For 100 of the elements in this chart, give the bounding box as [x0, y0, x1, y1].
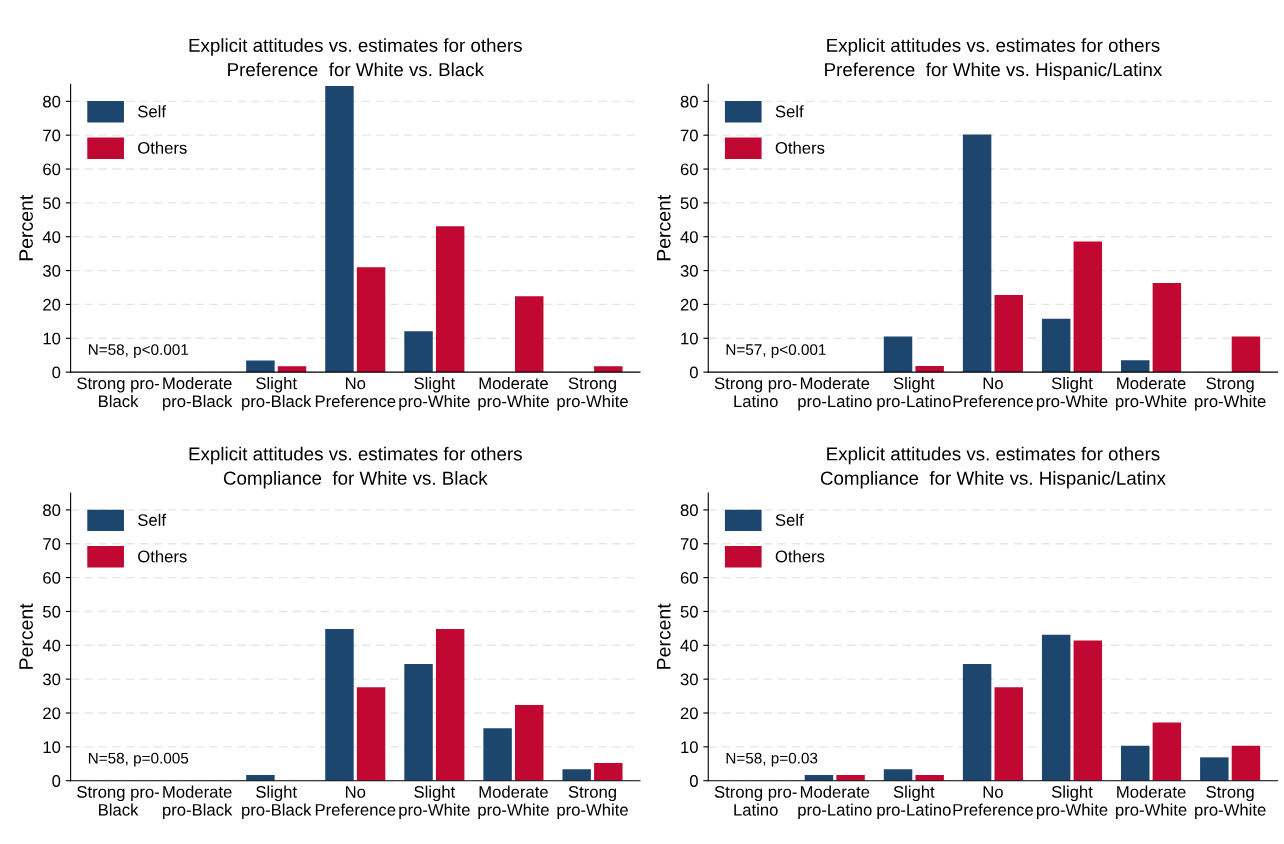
x-tick-label: Slight pro-Black	[242, 785, 312, 820]
annotation: N=58, p=0.03	[726, 752, 818, 767]
x-tick-label: Strong pro-White	[1195, 786, 1266, 820]
bar	[1121, 360, 1150, 373]
y-tick-label: 0	[689, 775, 698, 787]
bar	[325, 629, 354, 781]
bar	[994, 294, 1023, 373]
y-tick-label: 20	[43, 707, 61, 720]
x-tick-label: No Preference	[315, 377, 396, 408]
y-tick-label: 40	[680, 639, 698, 652]
chart-subtitle: Compliance for White vs. Hispanic/Latinx	[820, 471, 1166, 489]
chart-title: Explicit attitudes vs. estimates for others	[827, 446, 1160, 465]
y-tick-label: 20	[680, 707, 698, 720]
bar	[1200, 757, 1229, 781]
x-tick-label: Slight pro-White	[1036, 785, 1108, 820]
bar	[435, 629, 465, 781]
x-tick-label: Moderate pro-White	[478, 376, 549, 411]
x-tick-label: Moderate pro-White	[1116, 376, 1187, 411]
x-tick-label: Moderate pro-White	[478, 785, 549, 820]
y-tick-label: 80	[680, 95, 698, 108]
bar	[562, 769, 591, 781]
y-tick-label: 50	[680, 197, 698, 210]
x-tick-label: Moderate pro-Latino	[798, 785, 872, 820]
x-tick-label: Strong pro- Black	[77, 786, 160, 816]
bar	[325, 86, 354, 373]
bar	[404, 663, 433, 781]
y-tick-label: 60	[43, 163, 61, 176]
y-tick-label: 10	[681, 741, 698, 754]
y-tick-label: 10	[43, 332, 61, 345]
bar	[1152, 722, 1182, 781]
bar	[1231, 745, 1261, 781]
y-tick-label: 70	[43, 538, 61, 550]
legend-label: Others	[138, 141, 187, 154]
annotation: N=58, p<0.001	[88, 344, 189, 359]
bar	[1152, 283, 1182, 373]
x-tick-label: Slight pro-White	[1036, 376, 1108, 411]
annotation: N=58, p=0.005	[88, 752, 189, 767]
bar	[1231, 336, 1261, 373]
y-tick-label: 20	[680, 298, 698, 311]
legend-label: Self	[775, 105, 804, 118]
y-axis-title: Percent	[657, 194, 671, 261]
bar	[994, 687, 1023, 781]
legend-label: Others	[775, 141, 825, 154]
x-tick-label: Slight pro-Latino	[877, 376, 951, 411]
y-tick-label: 50	[43, 605, 61, 618]
bar	[883, 336, 913, 373]
y-tick-label: 60	[680, 572, 698, 584]
bar	[356, 267, 386, 373]
x-tick-label: Slight pro-White	[399, 376, 470, 411]
legend-label: Self	[138, 105, 167, 118]
bar	[1073, 640, 1103, 781]
bar	[404, 331, 433, 373]
x-tick-label: No Preference	[953, 377, 1033, 408]
annotation: N=57, p<0.001	[726, 344, 826, 359]
y-tick-label: 30	[680, 264, 698, 277]
legend-label: Self	[138, 513, 167, 526]
chart-subtitle: Preference for White vs. Hispanic/Latinx	[825, 62, 1163, 80]
y-tick-label: 0	[52, 366, 61, 379]
x-tick-label: Moderate pro-Black	[163, 785, 233, 820]
bar	[962, 663, 992, 781]
x-tick-label: No Preference	[315, 786, 396, 816]
chart-title: Explicit attitudes vs. estimates for others	[827, 38, 1160, 56]
x-tick-label: Slight pro-Latino	[877, 785, 951, 820]
y-tick-label: 50	[680, 605, 698, 618]
x-tick-label: Moderate pro-Latino	[798, 376, 872, 411]
y-tick-label: 60	[680, 163, 698, 176]
y-tick-label: 30	[43, 264, 61, 277]
y-tick-label: 40	[680, 231, 698, 243]
y-tick-label: 0	[52, 775, 61, 787]
x-tick-label: Moderate pro-White	[1116, 785, 1187, 820]
x-tick-label: Moderate pro-Black	[163, 376, 233, 411]
x-tick-label: Slight pro-Black	[242, 376, 312, 411]
y-tick-label: 80	[43, 95, 61, 108]
y-tick-label: 60	[43, 572, 61, 584]
legend-label: Self	[775, 513, 804, 526]
y-tick-label: 0	[689, 366, 698, 379]
bar	[1041, 318, 1071, 373]
x-tick-label: Strong pro-White	[1195, 377, 1266, 411]
x-tick-label: Strong pro- Latino	[714, 786, 797, 816]
y-tick-label: 80	[680, 504, 698, 517]
bar	[515, 704, 544, 781]
x-tick-label: Strong pro- Latino	[714, 377, 797, 408]
chart-subtitle: Preference for White vs. Black	[228, 62, 484, 77]
y-tick-label: 30	[680, 673, 698, 686]
bar	[1121, 745, 1150, 781]
y-tick-label: 30	[43, 673, 61, 686]
bar	[515, 296, 544, 373]
y-tick-label: 20	[43, 298, 61, 311]
y-tick-label: 70	[680, 129, 698, 142]
legend-label: Others	[775, 550, 825, 563]
y-tick-label: 10	[681, 332, 698, 345]
x-tick-label: Strong pro-White	[557, 377, 628, 411]
bar	[1073, 241, 1103, 373]
bar	[1041, 634, 1071, 781]
y-tick-label: 40	[42, 639, 61, 652]
chart-subtitle: Compliance for White vs. Black	[223, 471, 488, 489]
y-tick-label: 50	[43, 197, 61, 210]
chart-title: Explicit attitudes vs. estimates for others	[189, 446, 522, 465]
legend-label: Others	[138, 550, 187, 563]
bar	[883, 769, 913, 781]
